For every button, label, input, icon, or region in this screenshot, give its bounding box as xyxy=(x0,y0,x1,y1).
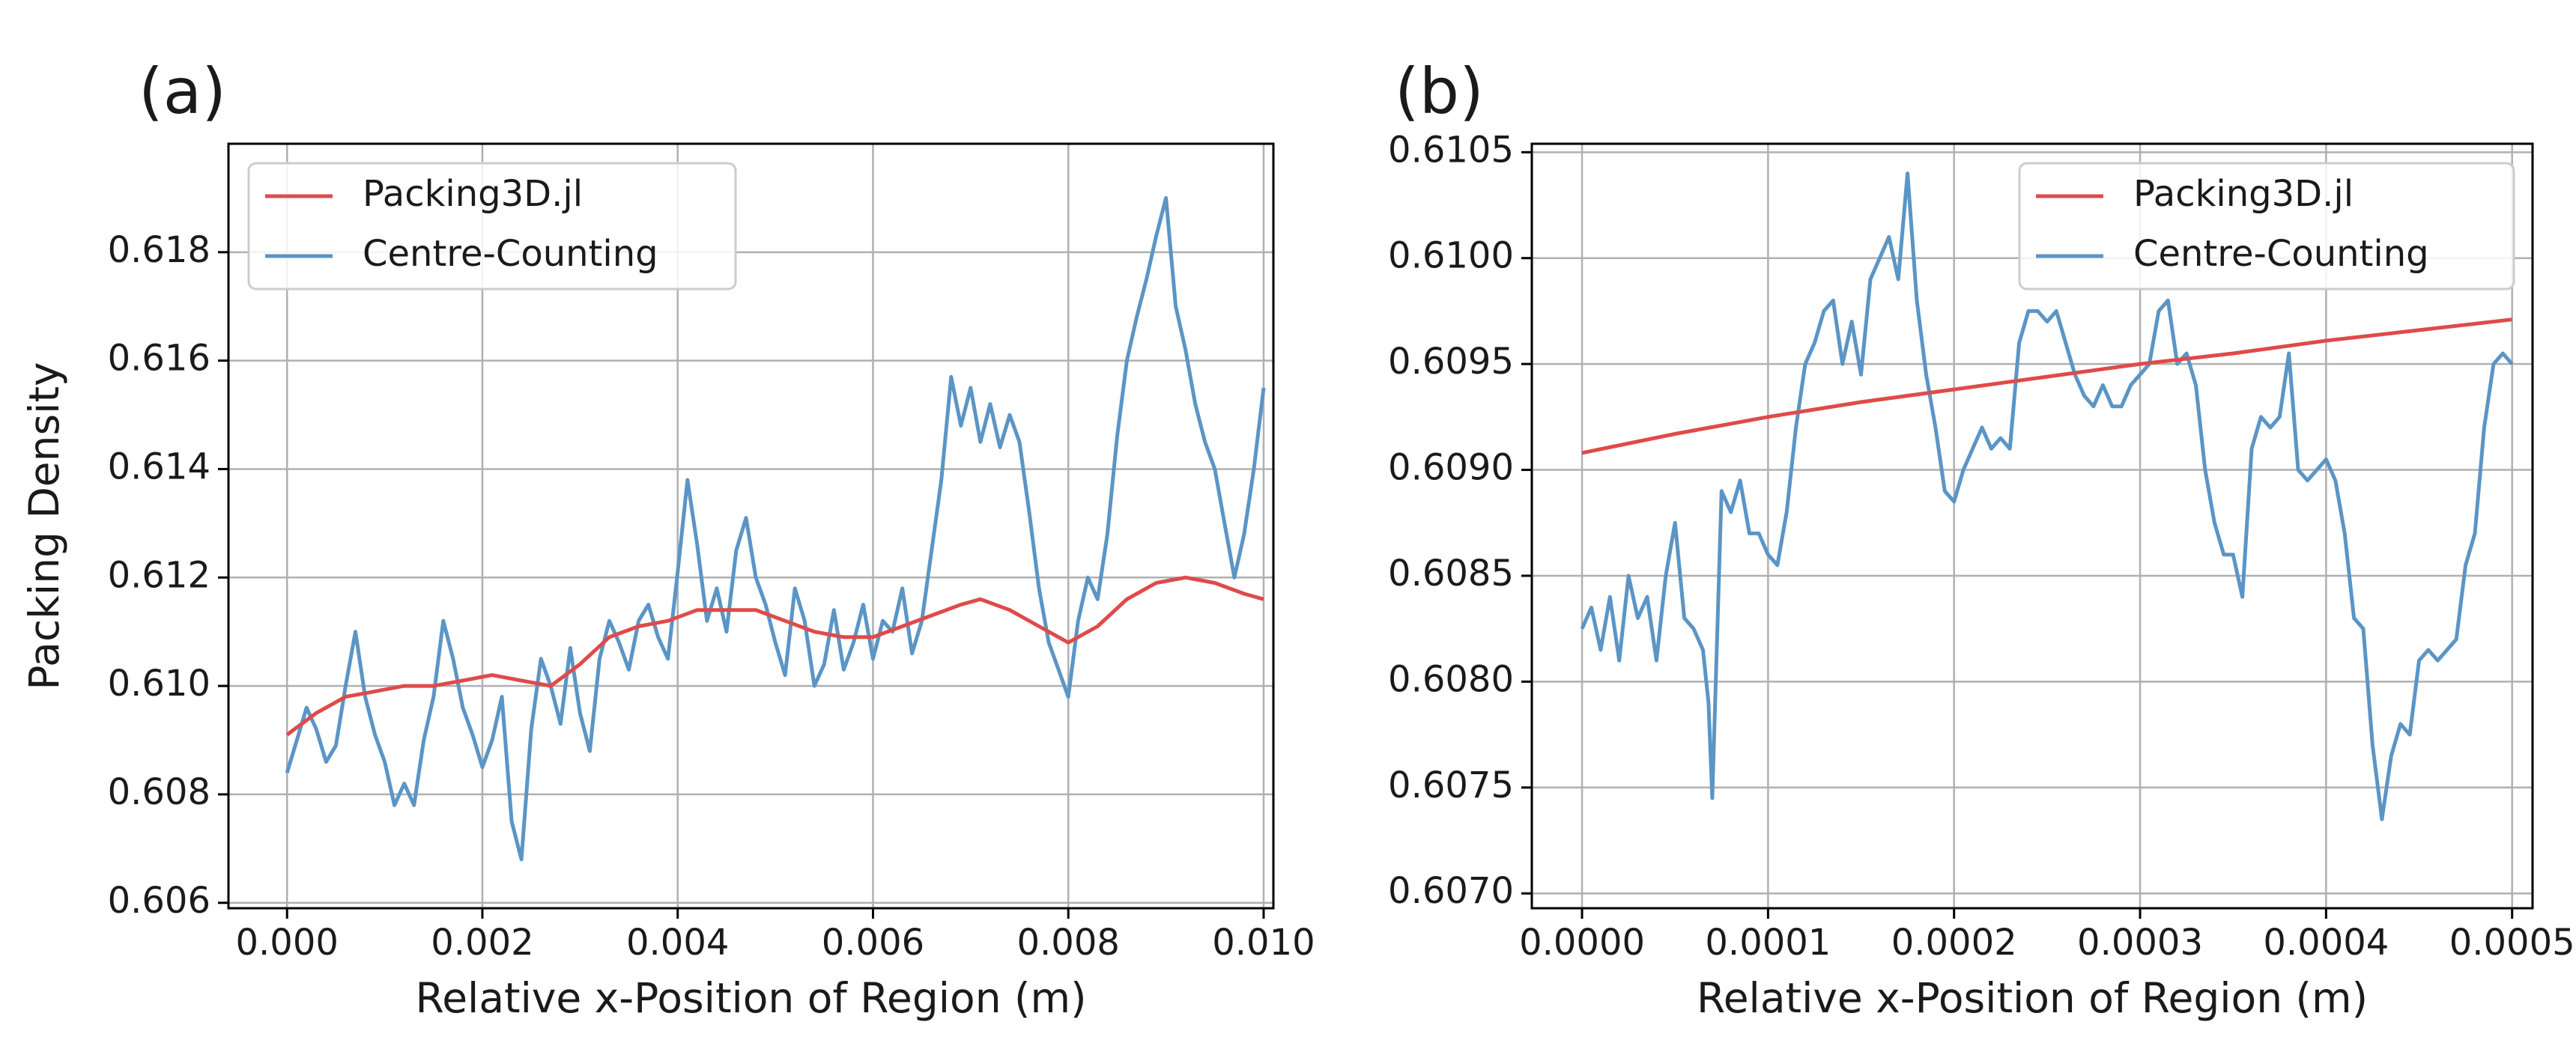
panel-b: (b) 0.0000 0.0001 0.0002 0.0003 0.0004 0.0005 0… xyxy=(1388,55,2575,1022)
y-tick-label: 0.616 xyxy=(108,338,210,380)
series-line-centre-counting xyxy=(285,195,1266,862)
y-tick-label: 0.6070 xyxy=(1388,870,1514,912)
plot-frame xyxy=(227,142,1275,910)
y-axis-label: Packing Density xyxy=(20,362,68,690)
legend-label: Packing3D.jl xyxy=(2133,173,2354,215)
y-tick-label: 0.618 xyxy=(108,229,210,271)
series-line-packing3d xyxy=(285,575,1264,737)
plot-frame xyxy=(1530,142,2534,910)
x-tick-label: 0.008 xyxy=(1017,922,1120,964)
y-tick-label: 0.614 xyxy=(108,446,210,487)
x-axis-label: Relative x-Position of Region (m) xyxy=(415,974,1086,1022)
legend-label: Centre-Counting xyxy=(363,233,658,275)
legend-box xyxy=(247,162,737,291)
panel-label: (a) xyxy=(139,55,226,128)
legend: Packing3D.jl Centre-Counting xyxy=(2018,162,2515,291)
y-tick-label: 0.6075 xyxy=(1388,764,1514,806)
y-tick-label: 0.610 xyxy=(108,663,210,705)
y-tick-label: 0.6095 xyxy=(1388,341,1514,383)
y-tick-label: 0.608 xyxy=(108,771,210,813)
y-tick-label: 0.6090 xyxy=(1388,447,1514,489)
legend-label: Centre-Counting xyxy=(2133,233,2429,275)
series-line-centre-counting xyxy=(1580,171,2514,821)
y-tick-label: 0.6085 xyxy=(1388,553,1514,595)
legend-label: Packing3D.jl xyxy=(363,173,583,215)
y-tick-label: 0.6100 xyxy=(1388,235,1514,277)
x-tick-label: 0.000 xyxy=(236,922,339,964)
legend-box xyxy=(2018,162,2515,291)
y-tick-label: 0.612 xyxy=(108,554,210,596)
y-tick-label: 0.6105 xyxy=(1388,129,1514,171)
x-tick-label: 0.0000 xyxy=(1519,922,1645,964)
x-tick-label: 0.0002 xyxy=(1891,922,2017,964)
x-tick-label: 0.006 xyxy=(822,922,924,964)
x-tick-label: 0.002 xyxy=(431,922,533,964)
legend: Packing3D.jl Centre-Counting xyxy=(247,162,737,291)
x-axis-label: Relative x-Position of Region (m) xyxy=(1697,974,2368,1022)
x-tick-label: 0.0004 xyxy=(2263,922,2389,964)
panel-label: (b) xyxy=(1395,55,1484,128)
x-tick-label: 0.0003 xyxy=(2077,922,2203,964)
y-tick-label: 0.6080 xyxy=(1388,658,1514,700)
x-tick-label: 0.0001 xyxy=(1705,922,1831,964)
x-tick-label: 0.004 xyxy=(626,922,729,964)
x-tick-label: 0.0005 xyxy=(2449,922,2575,964)
panel-a: (a) 0.000 0.002 0.004 0.006 0.008 0.010 0.606 0.… xyxy=(20,55,1315,1022)
series-line-packing3d xyxy=(1581,317,2512,455)
y-tick-label: 0.606 xyxy=(108,880,210,922)
x-tick-label: 0.010 xyxy=(1212,922,1315,964)
